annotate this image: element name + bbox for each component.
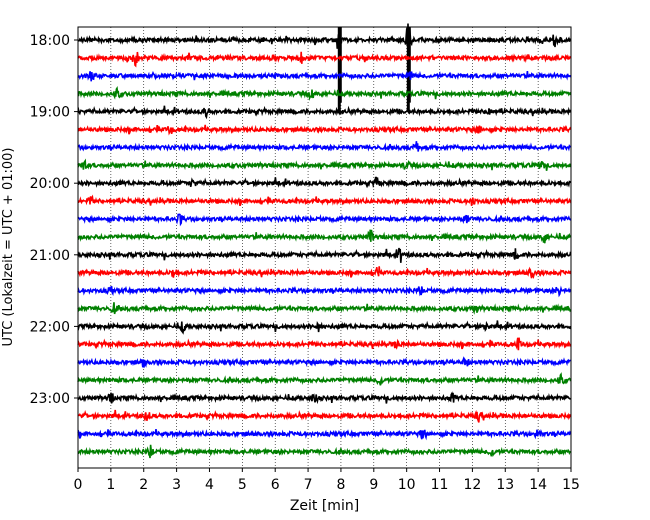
seismogram-trace — [77, 158, 572, 171]
seismogram-trace — [77, 409, 572, 423]
x-tick-label: 11 — [431, 477, 449, 493]
seismogram-trace — [77, 320, 572, 335]
seismogram-trace — [77, 285, 572, 298]
seismogram-trace — [77, 337, 572, 351]
seismogram-trace — [77, 428, 572, 441]
seismogram-trace — [77, 356, 571, 368]
y-tick-label: 23:00 — [30, 391, 70, 407]
seismogram-trace — [77, 372, 572, 386]
x-tick-label: 13 — [496, 477, 514, 493]
x-tick-label: 5 — [238, 477, 247, 493]
x-tick-label: 15 — [562, 477, 580, 493]
seismogram-trace — [77, 391, 571, 405]
x-tick-label: 14 — [529, 477, 547, 493]
seismogram-trace — [77, 141, 571, 153]
seismogram-trace — [77, 194, 572, 207]
seismogram-trace — [77, 23, 571, 49]
y-axis-label: UTC (Lokalzeit = UTC + 01:00) — [1, 148, 16, 347]
x-tick-label: 6 — [271, 477, 280, 493]
x-axis-label: Zeit [min] — [290, 498, 359, 514]
x-tick-label: 9 — [369, 477, 378, 493]
seismogram-trace — [77, 176, 572, 189]
x-tick-label: 0 — [74, 477, 83, 493]
seismogram-trace — [77, 266, 572, 280]
x-tick-label: 3 — [172, 477, 181, 493]
x-tick-label: 10 — [398, 477, 416, 493]
seismogram-trace — [77, 70, 572, 82]
y-tick-label: 19:00 — [30, 105, 70, 121]
plot-frame — [77, 26, 572, 469]
x-tick-label: 8 — [336, 477, 345, 493]
seismogram-trace — [77, 229, 572, 244]
seismogram-trace — [77, 302, 572, 315]
seismogram-trace — [77, 86, 572, 101]
x-axis-ticks: 0 1 2 3 4 5 6 7 8 9 10 11 12 13 14 15 — [74, 468, 580, 493]
y-tick-label: 20:00 — [30, 176, 70, 192]
seismogram-trace — [77, 247, 572, 263]
y-tick-label: 21:00 — [30, 248, 70, 264]
trace-layer — [77, 23, 572, 459]
x-tick-label: 1 — [106, 477, 115, 493]
y-tick-label: 18:00 — [30, 33, 70, 49]
seismogram-trace — [77, 51, 572, 68]
x-tick-label: 7 — [304, 477, 313, 493]
y-tick-label: 22:00 — [30, 319, 70, 335]
x-tick-label: 4 — [205, 477, 214, 493]
seismogram-trace — [77, 213, 572, 227]
seismogram-trace — [77, 124, 572, 136]
x-tick-label: 2 — [139, 477, 148, 493]
y-axis-ticks: 18:00 19:00 20:00 21:00 22:00 23:00 — [30, 33, 78, 407]
seismogram-trace — [77, 444, 571, 459]
x-tick-label: 12 — [463, 477, 481, 493]
seismogram-trace — [77, 105, 572, 120]
